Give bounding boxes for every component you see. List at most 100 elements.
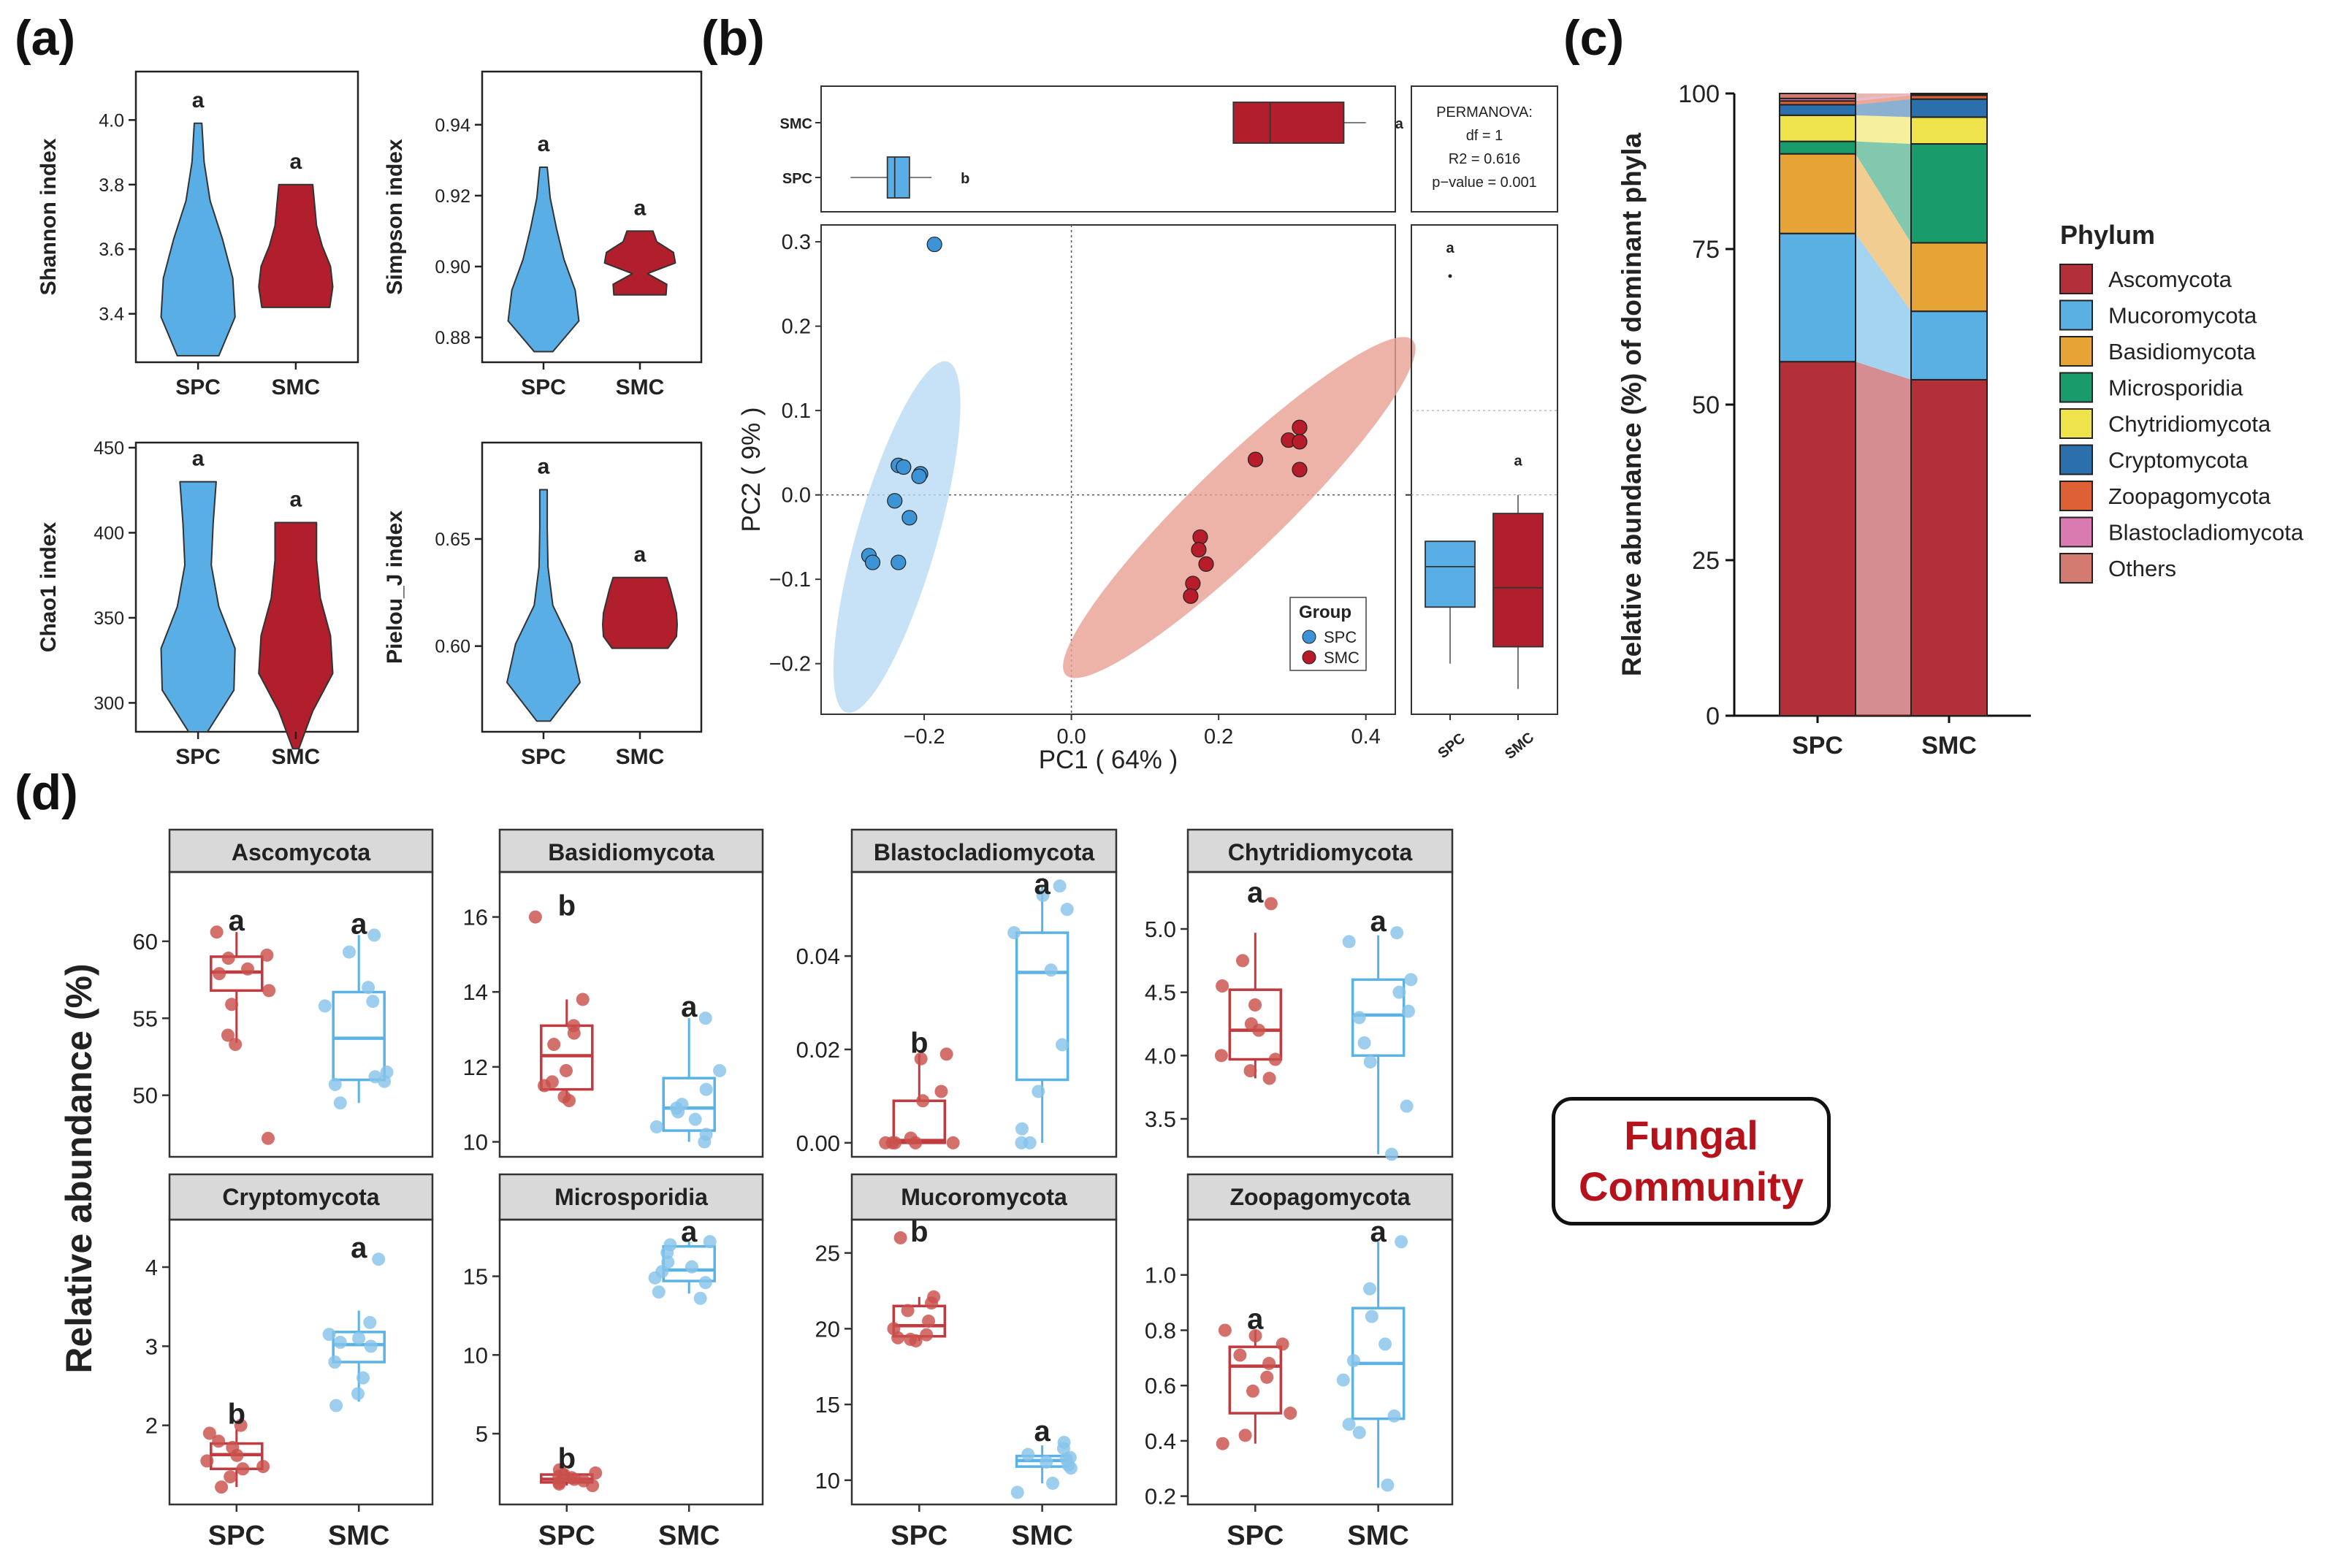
- y-tick-label: 15: [815, 1392, 840, 1418]
- y-tick-label: 15: [463, 1264, 488, 1290]
- data-point-spc: [576, 993, 590, 1006]
- facet-title: Basidiomycota: [548, 839, 714, 865]
- x-tick-label: SPC: [538, 1521, 595, 1551]
- stacked-bar-panel: 0 25 50 75 100 SPC SMC Relative abundance (%) o…: [1617, 80, 2304, 760]
- data-point-spc: [563, 1094, 576, 1108]
- data-point-smc: [1392, 985, 1406, 999]
- y-tick-label: 4.0: [1145, 1043, 1176, 1068]
- legend-swatch-others: [2059, 553, 2093, 584]
- y-tick-label: 5: [476, 1421, 488, 1447]
- data-point-smc: [1015, 1136, 1029, 1150]
- x-tick-label: SMC: [328, 1521, 389, 1551]
- bar-segment-chytridiomycota: [1910, 116, 1988, 145]
- violin-spc: [160, 481, 236, 733]
- data-point-spc: [1276, 1337, 1289, 1351]
- data-point-spc: [1252, 1023, 1266, 1037]
- alluvial-flow: [1856, 99, 1911, 118]
- data-point-spc: [1284, 1407, 1297, 1420]
- data-point-smc: [1342, 935, 1356, 949]
- panel-label-a: (a): [15, 10, 75, 66]
- data-point-smc: [1053, 879, 1067, 893]
- data-point-spc: [202, 1426, 216, 1440]
- y-tick-label: 10: [815, 1468, 840, 1494]
- data-point-spc: [567, 1026, 581, 1040]
- scatter-point-spc: [926, 236, 942, 253]
- facet-blastocladiomycota: Blastocladiomycota 0.00 0.02 0.04 b a: [796, 828, 1118, 1158]
- x-tick-label: SMC: [658, 1521, 720, 1551]
- data-point-smc: [1357, 1036, 1371, 1049]
- y-tick-label: 3.6: [99, 240, 124, 260]
- x-tick-label: SPC: [208, 1521, 265, 1551]
- y-axis-title: PC2 ( 9% ): [737, 407, 766, 532]
- legend-label-cryptomycota: Cryptomycota: [2108, 448, 2249, 473]
- data-point-spc: [262, 984, 276, 998]
- alluvial-flow: [1856, 93, 1911, 102]
- legend-frame: [1289, 597, 1367, 671]
- facet-title: Chytridiomycota: [1228, 839, 1413, 865]
- data-point-spc: [1214, 1049, 1228, 1063]
- y-tick-label: 25: [815, 1241, 840, 1266]
- data-point-spc: [538, 1079, 552, 1093]
- significance-letter: a: [1395, 116, 1404, 132]
- data-point-spc: [589, 1466, 603, 1480]
- significance-letter: a: [1247, 876, 1264, 909]
- top-box-label: SPC: [782, 171, 812, 187]
- top-box-frame: [820, 85, 1396, 213]
- scatter-point-smc: [1292, 434, 1308, 450]
- data-point-spc: [934, 1085, 948, 1098]
- significance-letter: a: [290, 150, 302, 174]
- data-point-spc: [236, 1462, 250, 1476]
- y-tick-label: 450: [94, 438, 124, 459]
- significance-letter: a: [290, 487, 302, 511]
- significance-letter: a: [351, 908, 367, 940]
- scatter-point-spc: [864, 554, 881, 570]
- data-point-spc: [1216, 979, 1229, 993]
- alluvial-flow: [1856, 362, 1911, 716]
- x-tick-label: SMC: [1347, 1521, 1408, 1551]
- bar-segment-microsporidia: [1910, 143, 1988, 244]
- facet-title: Microsporidia: [554, 1184, 708, 1210]
- data-point-smc: [652, 1285, 666, 1299]
- violin-frame: [481, 70, 703, 364]
- x-tick-label: −0.2: [903, 725, 945, 749]
- data-point-spc: [1246, 1384, 1259, 1398]
- y-tick-label: 16: [463, 905, 488, 930]
- data-point-spc: [901, 1304, 915, 1317]
- facet-frame: [498, 871, 764, 1158]
- significance-letter: a: [1034, 868, 1051, 900]
- data-point-smc: [1036, 888, 1050, 902]
- data-point-smc: [1056, 1442, 1070, 1456]
- fungal-label-line1: Fungal: [1624, 1112, 1758, 1158]
- data-point-smc: [1363, 1282, 1377, 1296]
- y-tick-label: 3: [145, 1334, 158, 1359]
- data-point-smc: [1363, 1055, 1377, 1068]
- data-point-smc: [1342, 1418, 1356, 1431]
- data-point-spc: [916, 1094, 930, 1108]
- y-tick-label: 0.65: [435, 529, 470, 550]
- panel-label-b: (b): [701, 10, 765, 66]
- legend-label-others: Others: [2108, 556, 2176, 581]
- y-tick-label: 300: [94, 693, 124, 714]
- y-axis-title: Chao1 index: [37, 521, 61, 652]
- data-point-smc: [1007, 926, 1021, 940]
- significance-letter: a: [1247, 1303, 1264, 1335]
- data-point-smc: [713, 1063, 727, 1077]
- legend-label-smc: SMC: [1324, 649, 1360, 667]
- data-point-spc: [925, 1296, 939, 1310]
- legend-swatch-chytridiomycota: [2059, 408, 2093, 439]
- fungal-label-line2: Community: [1579, 1163, 1804, 1209]
- scatter-point-spc: [911, 468, 927, 484]
- data-point-smc: [1336, 1373, 1350, 1387]
- facet-frame: [168, 871, 434, 1158]
- facet-title: Zoopagomycota: [1229, 1184, 1410, 1210]
- y-tick-label: 12: [463, 1055, 488, 1080]
- data-point-smc: [342, 945, 356, 959]
- data-point-smc: [364, 1339, 378, 1353]
- data-point-spc: [946, 1136, 960, 1150]
- data-point-spc: [559, 1063, 573, 1077]
- y-tick-label: 4.0: [99, 110, 124, 131]
- data-point-spc: [939, 1047, 953, 1061]
- facet-title: Ascomycota: [232, 839, 371, 865]
- data-point-smc: [1032, 1085, 1045, 1098]
- y-tick-label: 4.5: [1145, 980, 1176, 1006]
